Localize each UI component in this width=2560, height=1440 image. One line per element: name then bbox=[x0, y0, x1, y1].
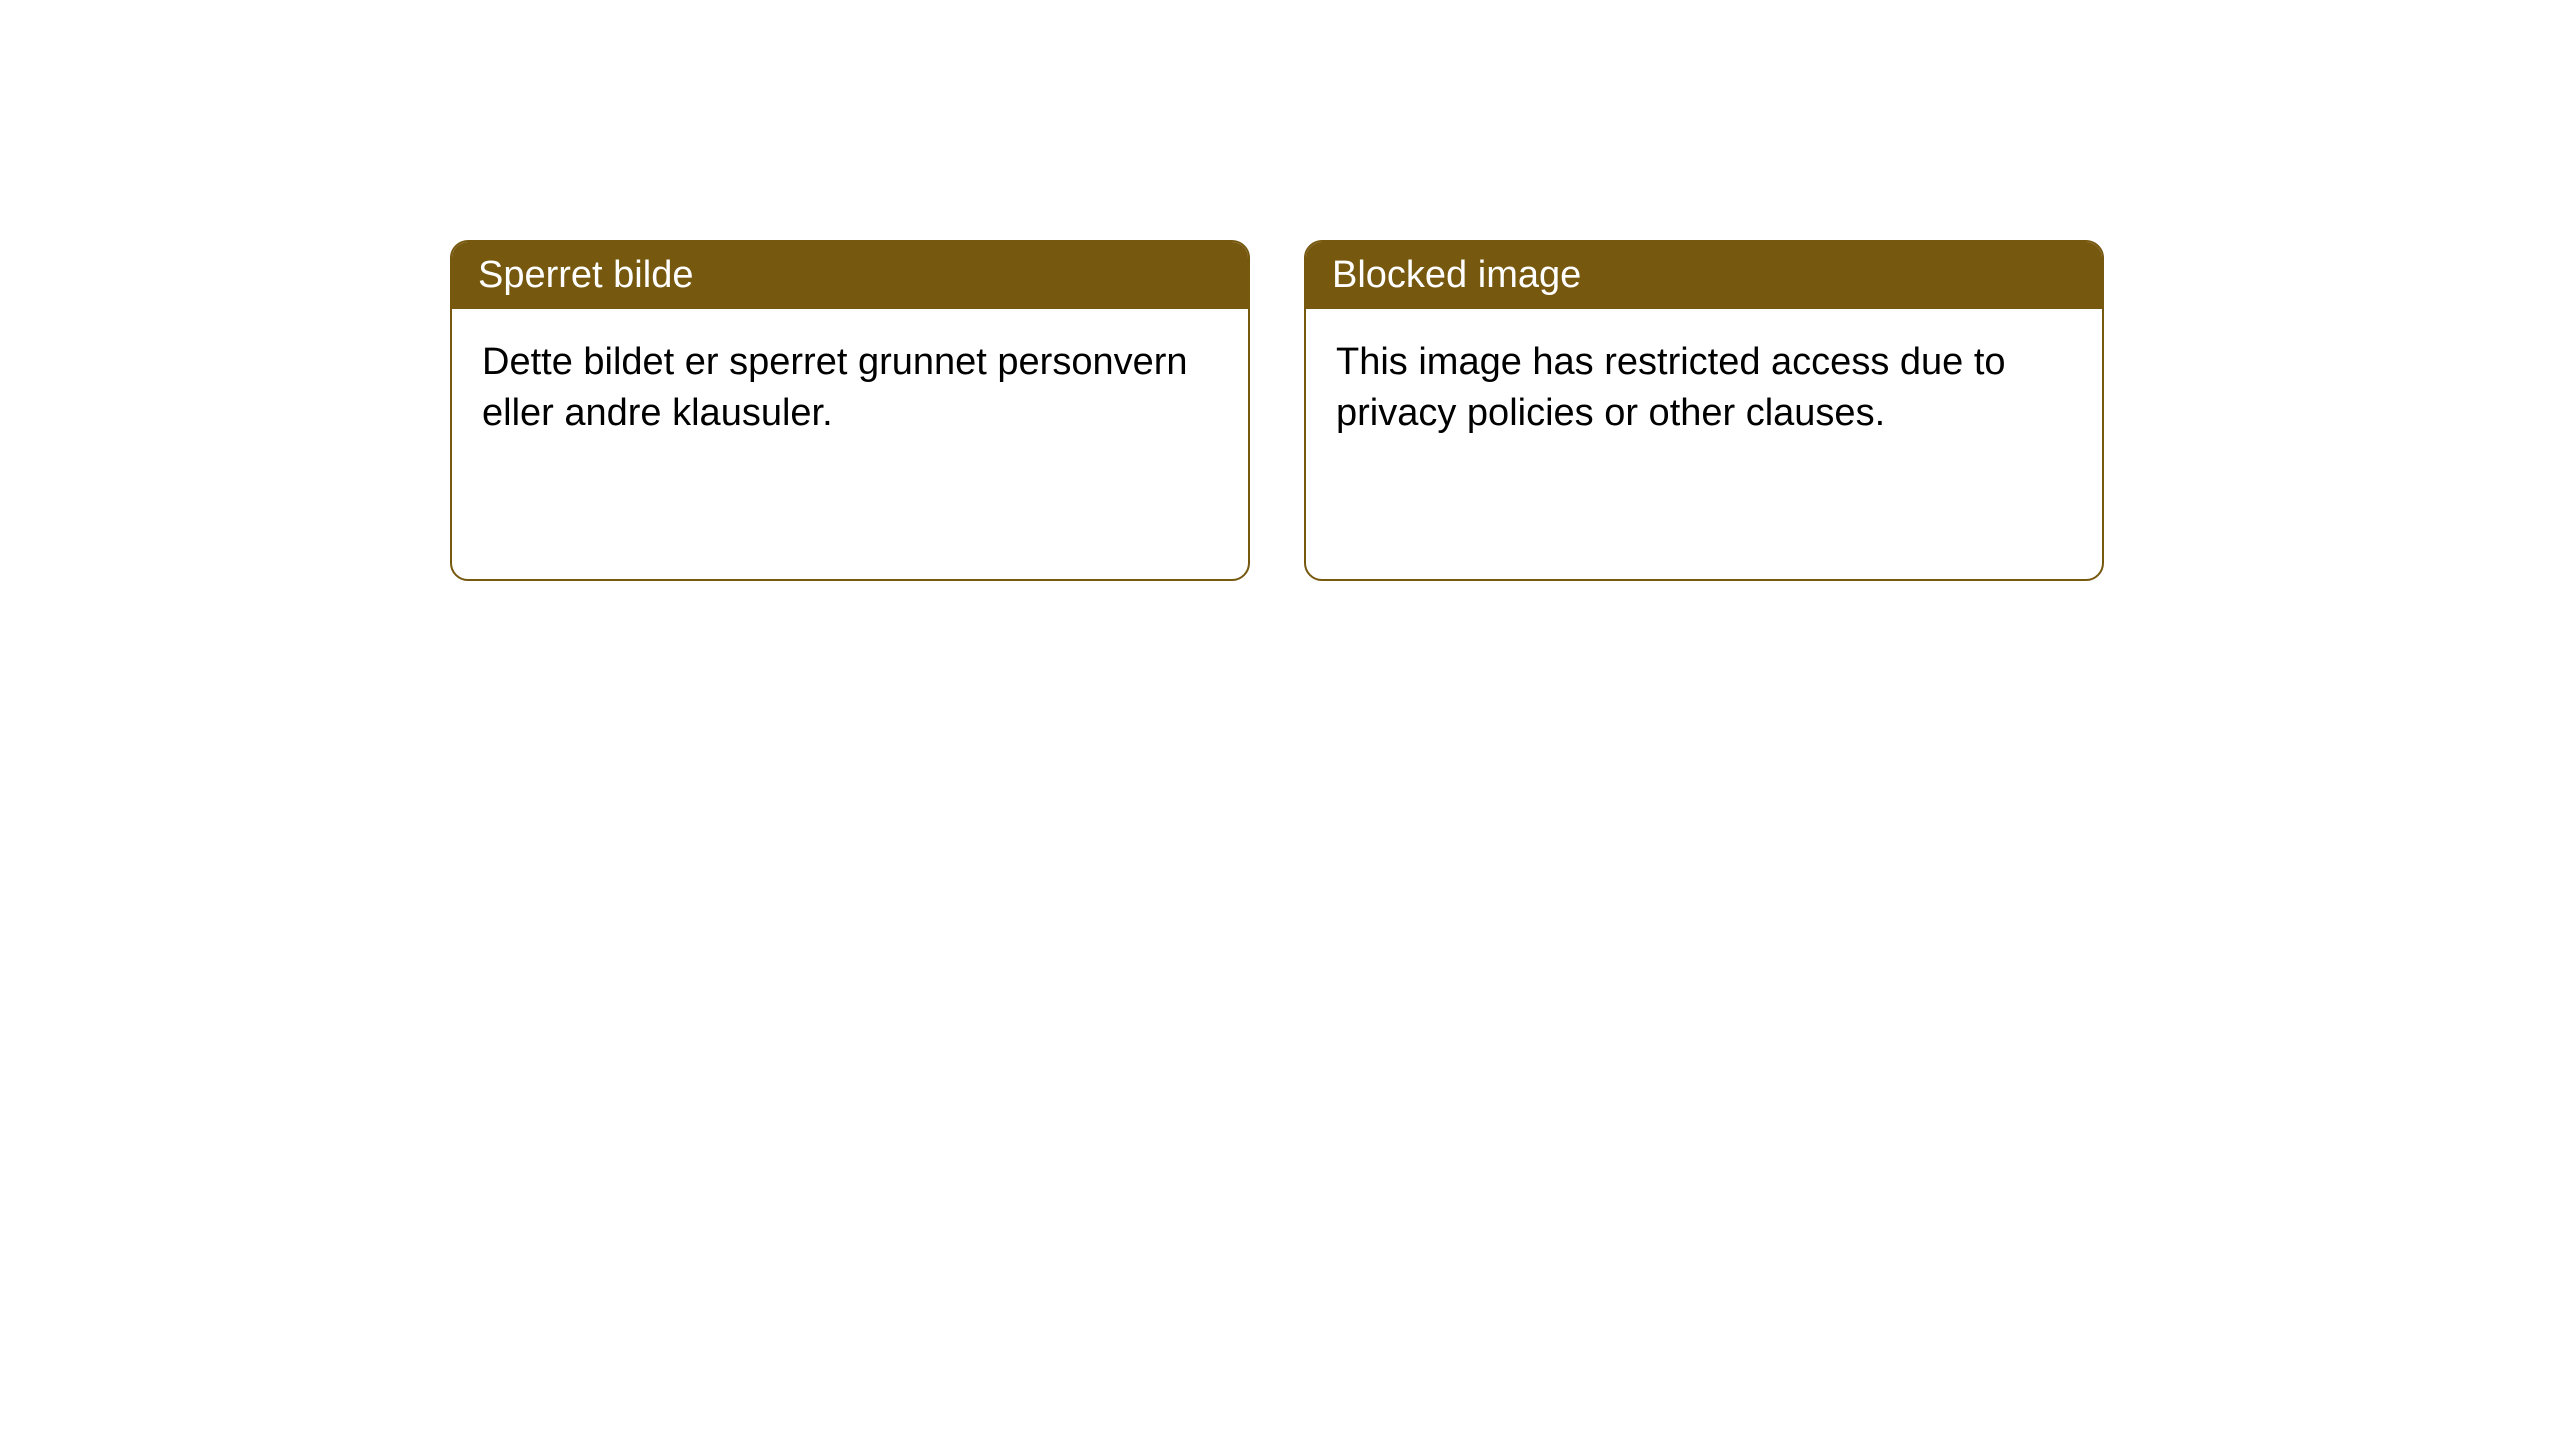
blocked-image-notice-container: Sperret bilde Dette bildet er sperret gr… bbox=[450, 240, 2104, 581]
card-header: Sperret bilde bbox=[452, 242, 1248, 309]
card-title: Blocked image bbox=[1332, 254, 1581, 296]
blocked-image-card-norwegian: Sperret bilde Dette bildet er sperret gr… bbox=[450, 240, 1250, 581]
blocked-image-card-english: Blocked image This image has restricted … bbox=[1304, 240, 2104, 581]
card-header: Blocked image bbox=[1306, 242, 2102, 309]
card-body-text: Dette bildet er sperret grunnet personve… bbox=[482, 341, 1188, 434]
card-title: Sperret bilde bbox=[478, 254, 693, 296]
card-body: This image has restricted access due to … bbox=[1306, 309, 2102, 579]
card-body-text: This image has restricted access due to … bbox=[1336, 341, 2006, 434]
card-body: Dette bildet er sperret grunnet personve… bbox=[452, 309, 1248, 579]
